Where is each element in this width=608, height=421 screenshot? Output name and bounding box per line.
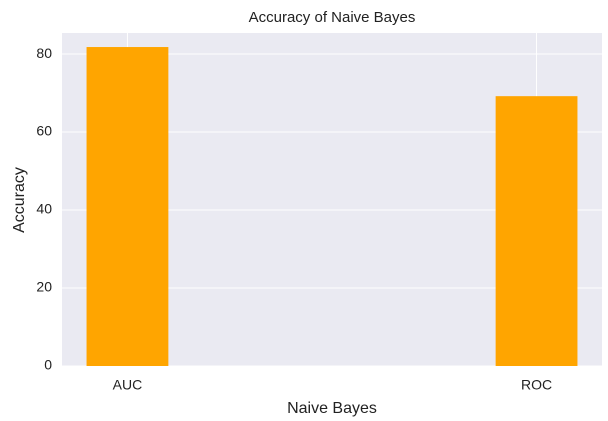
y-tick-label: 60: [36, 123, 52, 139]
x-tick-label: ROC: [521, 377, 552, 393]
chart-title: Accuracy of Naive Bayes: [249, 9, 416, 26]
y-tick-label: 80: [36, 45, 52, 61]
y-axis-label: Accuracy: [11, 167, 28, 233]
bar: [495, 96, 578, 367]
y-tick-label: 40: [36, 201, 52, 217]
y-tick-label: 0: [44, 357, 52, 373]
x-axis-label: Naive Bayes: [287, 400, 377, 417]
y-tick-label: 20: [36, 279, 52, 295]
x-tick-label: AUC: [113, 377, 143, 393]
bar: [86, 47, 169, 366]
